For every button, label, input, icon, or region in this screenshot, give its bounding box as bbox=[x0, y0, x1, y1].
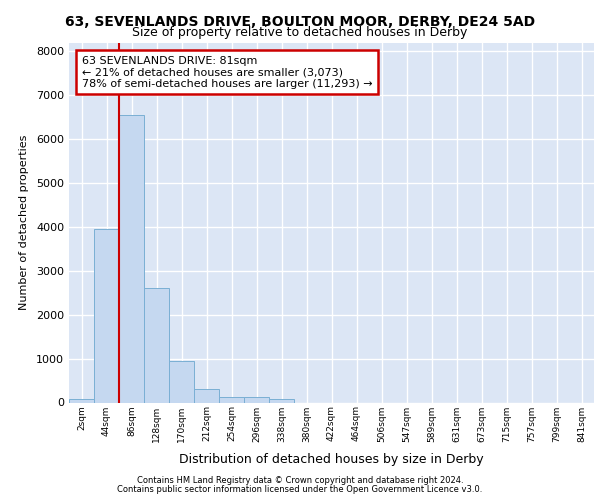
Text: 63 SEVENLANDS DRIVE: 81sqm
← 21% of detached houses are smaller (3,073)
78% of s: 63 SEVENLANDS DRIVE: 81sqm ← 21% of deta… bbox=[82, 56, 372, 89]
Bar bbox=[194, 389, 219, 402]
Bar bbox=[69, 399, 94, 402]
Bar bbox=[119, 115, 144, 403]
Text: 63, SEVENLANDS DRIVE, BOULTON MOOR, DERBY, DE24 5AD: 63, SEVENLANDS DRIVE, BOULTON MOOR, DERB… bbox=[65, 15, 535, 29]
Bar bbox=[244, 397, 269, 402]
Text: Contains HM Land Registry data © Crown copyright and database right 2024.: Contains HM Land Registry data © Crown c… bbox=[137, 476, 463, 485]
Bar bbox=[169, 361, 194, 403]
Text: Contains public sector information licensed under the Open Government Licence v3: Contains public sector information licen… bbox=[118, 484, 482, 494]
Bar bbox=[269, 398, 294, 402]
Bar bbox=[144, 288, 169, 403]
Y-axis label: Number of detached properties: Number of detached properties bbox=[19, 135, 29, 310]
X-axis label: Distribution of detached houses by size in Derby: Distribution of detached houses by size … bbox=[179, 453, 484, 466]
Text: Size of property relative to detached houses in Derby: Size of property relative to detached ho… bbox=[133, 26, 467, 39]
Bar bbox=[219, 397, 244, 402]
Bar bbox=[94, 229, 119, 402]
